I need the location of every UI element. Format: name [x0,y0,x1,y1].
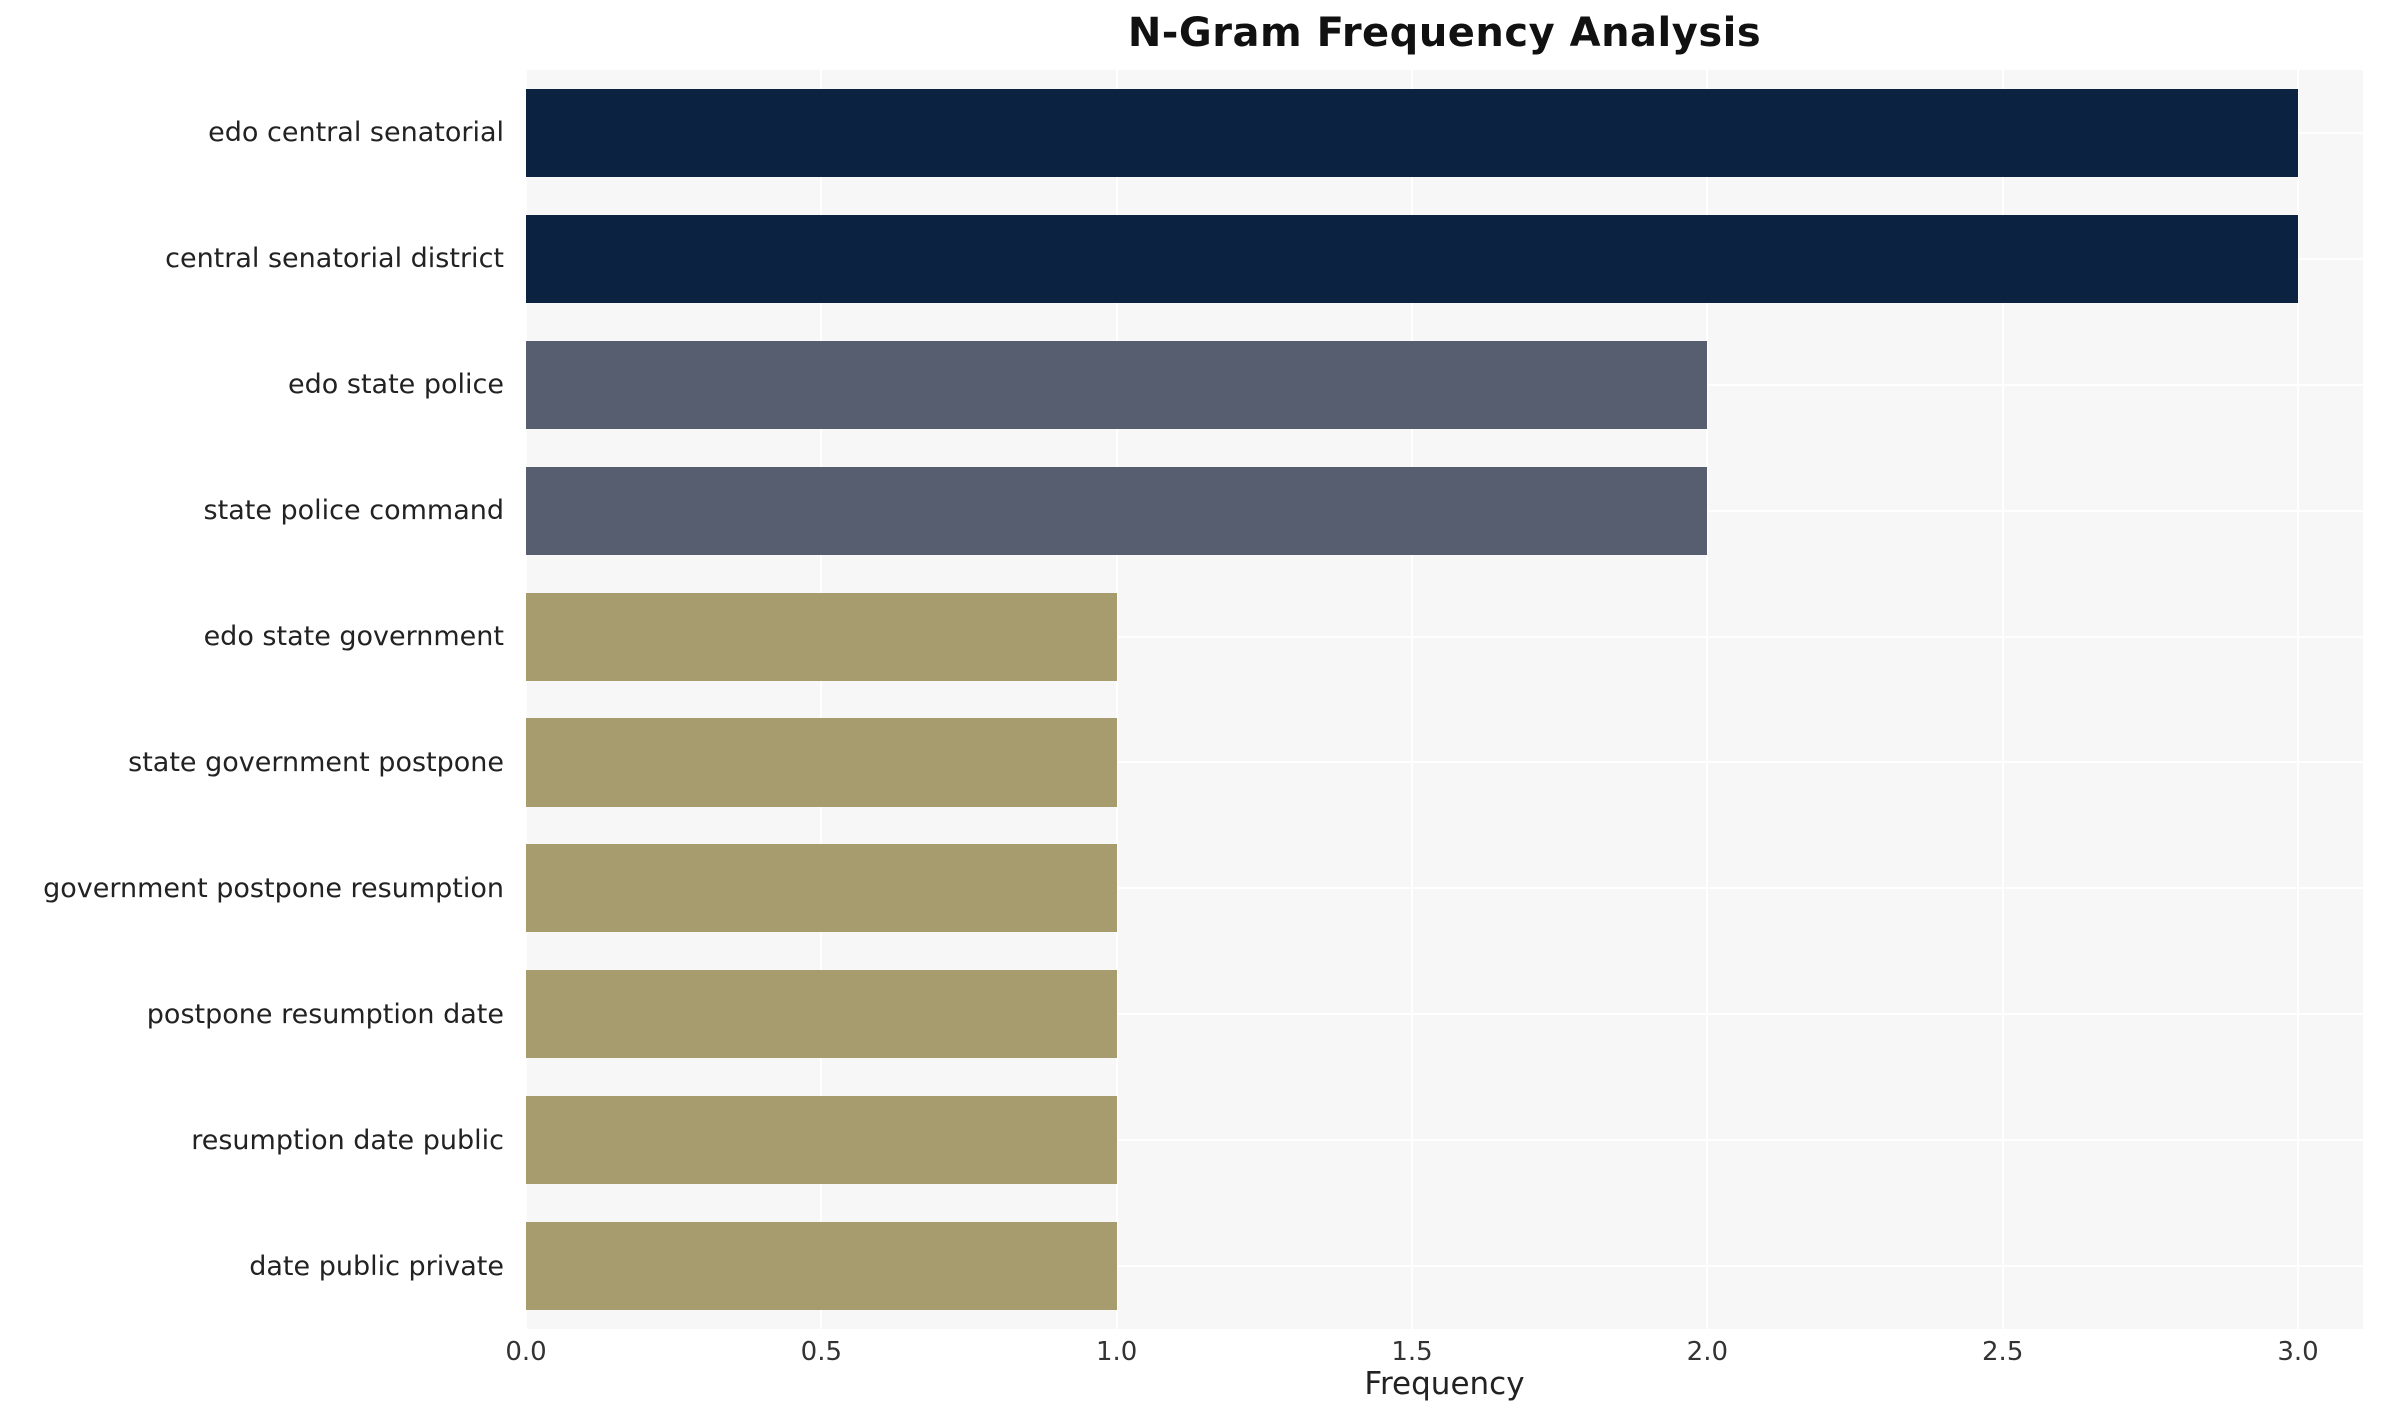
x-tick-label: 2.5 [1982,1337,2024,1367]
bar-row [526,448,2363,574]
gridline-vertical [1706,70,1709,1329]
bar [526,1096,1117,1185]
category-label: edo state government [203,621,504,653]
bar [526,844,1117,933]
bar-row [526,1203,2363,1329]
category-label: edo central senatorial [208,117,504,149]
gridline-vertical [2001,70,2004,1329]
x-tick-label: 1.0 [1095,1337,1138,1367]
category-label: resumption date public [191,1124,504,1156]
bar-row [526,825,2363,951]
category-label: state government postpone [128,746,504,778]
gridline-horizontal [526,887,2363,890]
bar [526,1222,1117,1311]
y-axis-labels: edo central senatorial central senatorial… [0,70,516,1329]
plot-area [525,70,2363,1329]
x-tick-label: 0.0 [505,1337,547,1367]
category-label: edo state police [288,369,504,401]
gridline-vertical [525,70,527,1329]
bar [526,214,2299,303]
bar [526,592,1117,681]
gridline-vertical [1115,70,1118,1329]
category-label: postpone resumption date [146,998,504,1030]
gridline-horizontal [526,1013,2363,1016]
bar-row [526,70,2363,196]
bar [526,970,1117,1059]
x-tick-label: 2.0 [1686,1337,1729,1367]
bar-row [526,574,2363,700]
bar-row [526,196,2363,322]
bar-row [526,700,2363,826]
category-label: date public private [249,1250,504,1282]
bar-row [526,322,2363,448]
bar [526,340,1708,429]
gridline-horizontal [526,1265,2363,1268]
gridline-vertical [2297,70,2300,1329]
x-tick-label: 1.5 [1391,1337,1433,1367]
category-label: government postpone resumption [43,872,504,904]
x-tick-label: 0.5 [800,1337,843,1367]
bar [526,466,1708,555]
chart-title: N-Gram Frequency Analysis [1127,10,1762,56]
category-label: central senatorial district [165,243,504,275]
bar [526,718,1117,807]
gridline-horizontal [526,761,2363,764]
bar-row [526,951,2363,1077]
gridline-vertical [820,70,823,1329]
x-tick-label: 3.0 [2277,1337,2319,1367]
bar [526,88,2299,178]
gridline-horizontal [526,1139,2363,1142]
gridline-horizontal [526,635,2363,638]
bar-row [526,1077,2363,1203]
category-label: state police command [203,495,504,527]
x-axis-title: Frequency [1364,1366,1525,1402]
x-axis-ticks: 0.0 0.5 1.0 1.5 2.0 2.5 3.0 [505,1337,2363,1369]
gridline-vertical [1411,70,1413,1329]
